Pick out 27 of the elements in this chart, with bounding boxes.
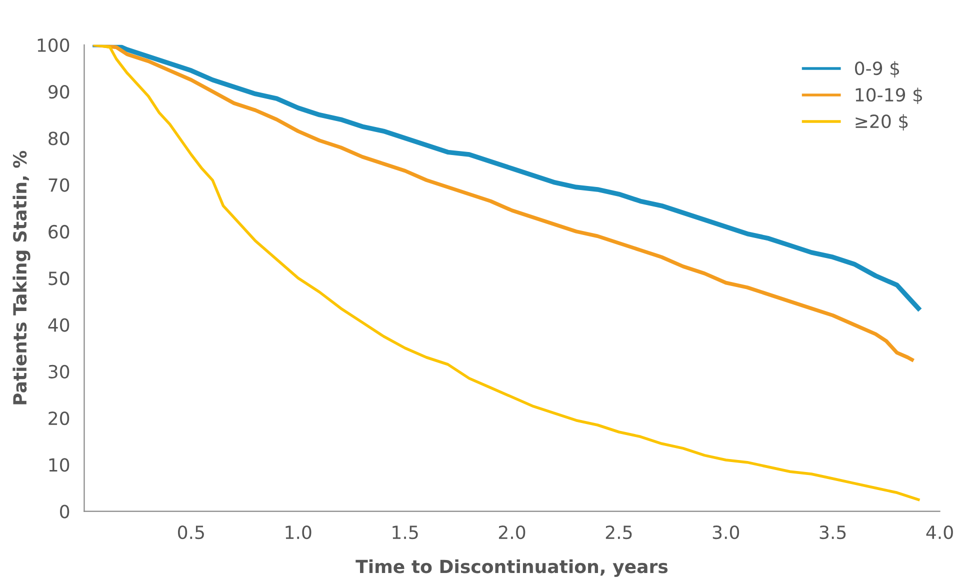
y-tick-label: 30 <box>48 364 70 378</box>
x-tick-label: 2.0 <box>498 526 526 540</box>
y-axis-title: Patients Taking Statin, % <box>12 150 30 404</box>
legend-label: 0-9 $ <box>855 61 900 78</box>
x-tick-label: 3.0 <box>712 526 740 540</box>
x-tick-label: 0.5 <box>178 526 204 540</box>
y-tick-label: 50 <box>48 272 70 286</box>
y-tick-label: 90 <box>48 84 70 99</box>
y-tick-label: 0 <box>60 504 70 518</box>
y-tick-label: 100 <box>38 38 70 52</box>
y-tick-label: 40 <box>48 318 70 332</box>
legend-label: ≥20 $ <box>856 114 908 131</box>
y-tick-label: 80 <box>48 132 70 146</box>
legend-label: 10-19 $ <box>856 88 922 104</box>
x-tick-label: 3.5 <box>820 526 846 540</box>
y-tick-label: 10 <box>49 458 70 472</box>
line-series <box>93 44 914 362</box>
x-tick-label: 1.5 <box>392 526 418 540</box>
x-tick-label: 4.0 <box>926 526 953 540</box>
line-series <box>92 44 921 311</box>
x-tick-label: 1.0 <box>286 526 312 540</box>
y-tick-label: 70 <box>48 178 70 192</box>
y-tick-label: 20 <box>48 411 70 426</box>
line-series <box>94 44 920 502</box>
x-tick-label: 2.5 <box>606 526 632 540</box>
x-axis-title: Time to Discontinuation, years <box>356 559 668 577</box>
y-tick-label: 60 <box>48 224 70 239</box>
